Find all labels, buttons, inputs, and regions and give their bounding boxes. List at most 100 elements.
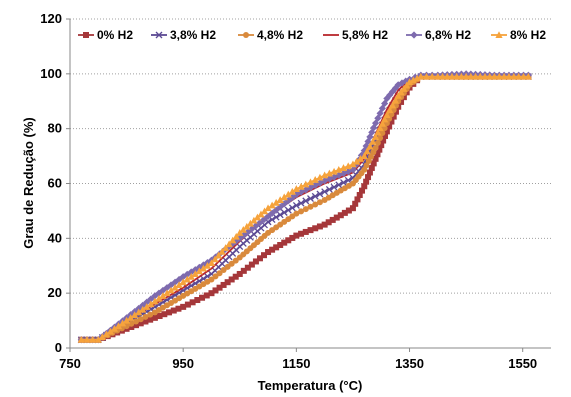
- data-point: [366, 133, 374, 141]
- data-point: [311, 176, 319, 183]
- data-point: [232, 232, 240, 240]
- data-point: [222, 244, 230, 251]
- x-tick-label: 950: [172, 356, 194, 371]
- data-point: [297, 188, 305, 196]
- data-point: [383, 94, 391, 103]
- data-point: [128, 320, 135, 327]
- y-tick-label: 80: [48, 121, 62, 136]
- data-point: [292, 185, 300, 192]
- data-point: [102, 330, 110, 338]
- data-point: [352, 200, 359, 207]
- data-point: [490, 72, 499, 80]
- data-point: [400, 85, 408, 92]
- data-point: [228, 276, 235, 283]
- data-point: [212, 287, 219, 294]
- data-point: [354, 196, 361, 203]
- y-tick-label: 60: [48, 176, 62, 191]
- data-point: [341, 209, 348, 216]
- data-point: [297, 182, 305, 190]
- data-point: [311, 192, 319, 200]
- data-point: [337, 212, 344, 219]
- data-point: [284, 190, 292, 198]
- data-point: [265, 249, 272, 256]
- data-point: [236, 270, 243, 277]
- data-point: [236, 229, 244, 236]
- data-point: [495, 31, 503, 38]
- data-point: [155, 31, 163, 39]
- data-point: [428, 72, 436, 80]
- data-point: [260, 207, 269, 215]
- data-point: [369, 137, 377, 145]
- data-point-stroke: [268, 216, 276, 223]
- data-point: [297, 199, 305, 207]
- data-point-stroke: [272, 213, 280, 221]
- legend-item: 5,8% H2: [323, 28, 388, 42]
- data-point: [335, 165, 343, 173]
- data-point: [438, 72, 447, 80]
- data-point-stroke: [151, 303, 159, 311]
- data-point: [374, 128, 382, 136]
- data-point-stroke: [183, 284, 191, 292]
- data-point: [167, 286, 175, 294]
- data-point: [321, 171, 329, 179]
- data-point: [135, 308, 143, 316]
- data-point: [110, 325, 119, 332]
- data-point: [417, 72, 425, 80]
- data-point-stroke: [276, 211, 284, 219]
- data-point-stroke: [297, 199, 305, 207]
- y-tick-label: 0: [55, 340, 62, 355]
- data-point: [264, 204, 272, 212]
- data-point-stroke: [340, 179, 347, 187]
- data-point: [380, 137, 387, 144]
- x-tick-label: 1150: [282, 356, 310, 371]
- data-point: [293, 232, 300, 239]
- data-point: [276, 196, 284, 203]
- data-point: [448, 72, 456, 80]
- data-point: [272, 206, 280, 214]
- data-point: [183, 275, 191, 283]
- y-axis-title: Grau de Redução (%): [21, 117, 36, 248]
- data-point: [349, 160, 357, 168]
- data-point: [505, 72, 513, 80]
- axes: [66, 18, 551, 352]
- data-point: [127, 314, 135, 321]
- data-point: [372, 144, 379, 151]
- data-point: [161, 311, 168, 318]
- data-point: [208, 276, 215, 283]
- data-point-stroke: [159, 298, 167, 306]
- data-point: [142, 318, 149, 325]
- data-point: [340, 179, 347, 187]
- legend-item: 4,8% H2: [238, 28, 303, 42]
- data-point: [410, 31, 418, 39]
- data-point: [253, 213, 262, 221]
- data-point: [276, 211, 284, 219]
- data-point: [519, 72, 528, 80]
- data-point-stroke: [147, 305, 155, 313]
- data-point: [216, 270, 223, 277]
- data-point: [307, 227, 314, 234]
- data-point: [156, 313, 163, 320]
- data-point: [325, 169, 333, 177]
- data-point: [232, 257, 239, 264]
- data-point: [349, 205, 356, 212]
- data-point: [211, 255, 219, 263]
- data-point: [285, 237, 292, 244]
- data-point: [383, 128, 390, 135]
- data-point: [316, 179, 324, 187]
- data-point: [298, 208, 305, 215]
- data-point: [457, 72, 466, 80]
- data-point: [208, 290, 215, 297]
- data-point: [171, 278, 179, 286]
- data-point: [147, 316, 154, 323]
- data-point-stroke: [171, 291, 179, 299]
- data-point: [361, 183, 368, 190]
- data-point: [167, 281, 175, 289]
- data-point-stroke: [288, 204, 296, 212]
- data-point: [133, 318, 140, 325]
- data-point: [476, 72, 484, 80]
- data-point: [316, 173, 324, 181]
- data-point: [302, 228, 309, 235]
- data-point: [339, 164, 348, 171]
- data-point-stroke: [155, 31, 163, 39]
- data-point: [248, 261, 255, 268]
